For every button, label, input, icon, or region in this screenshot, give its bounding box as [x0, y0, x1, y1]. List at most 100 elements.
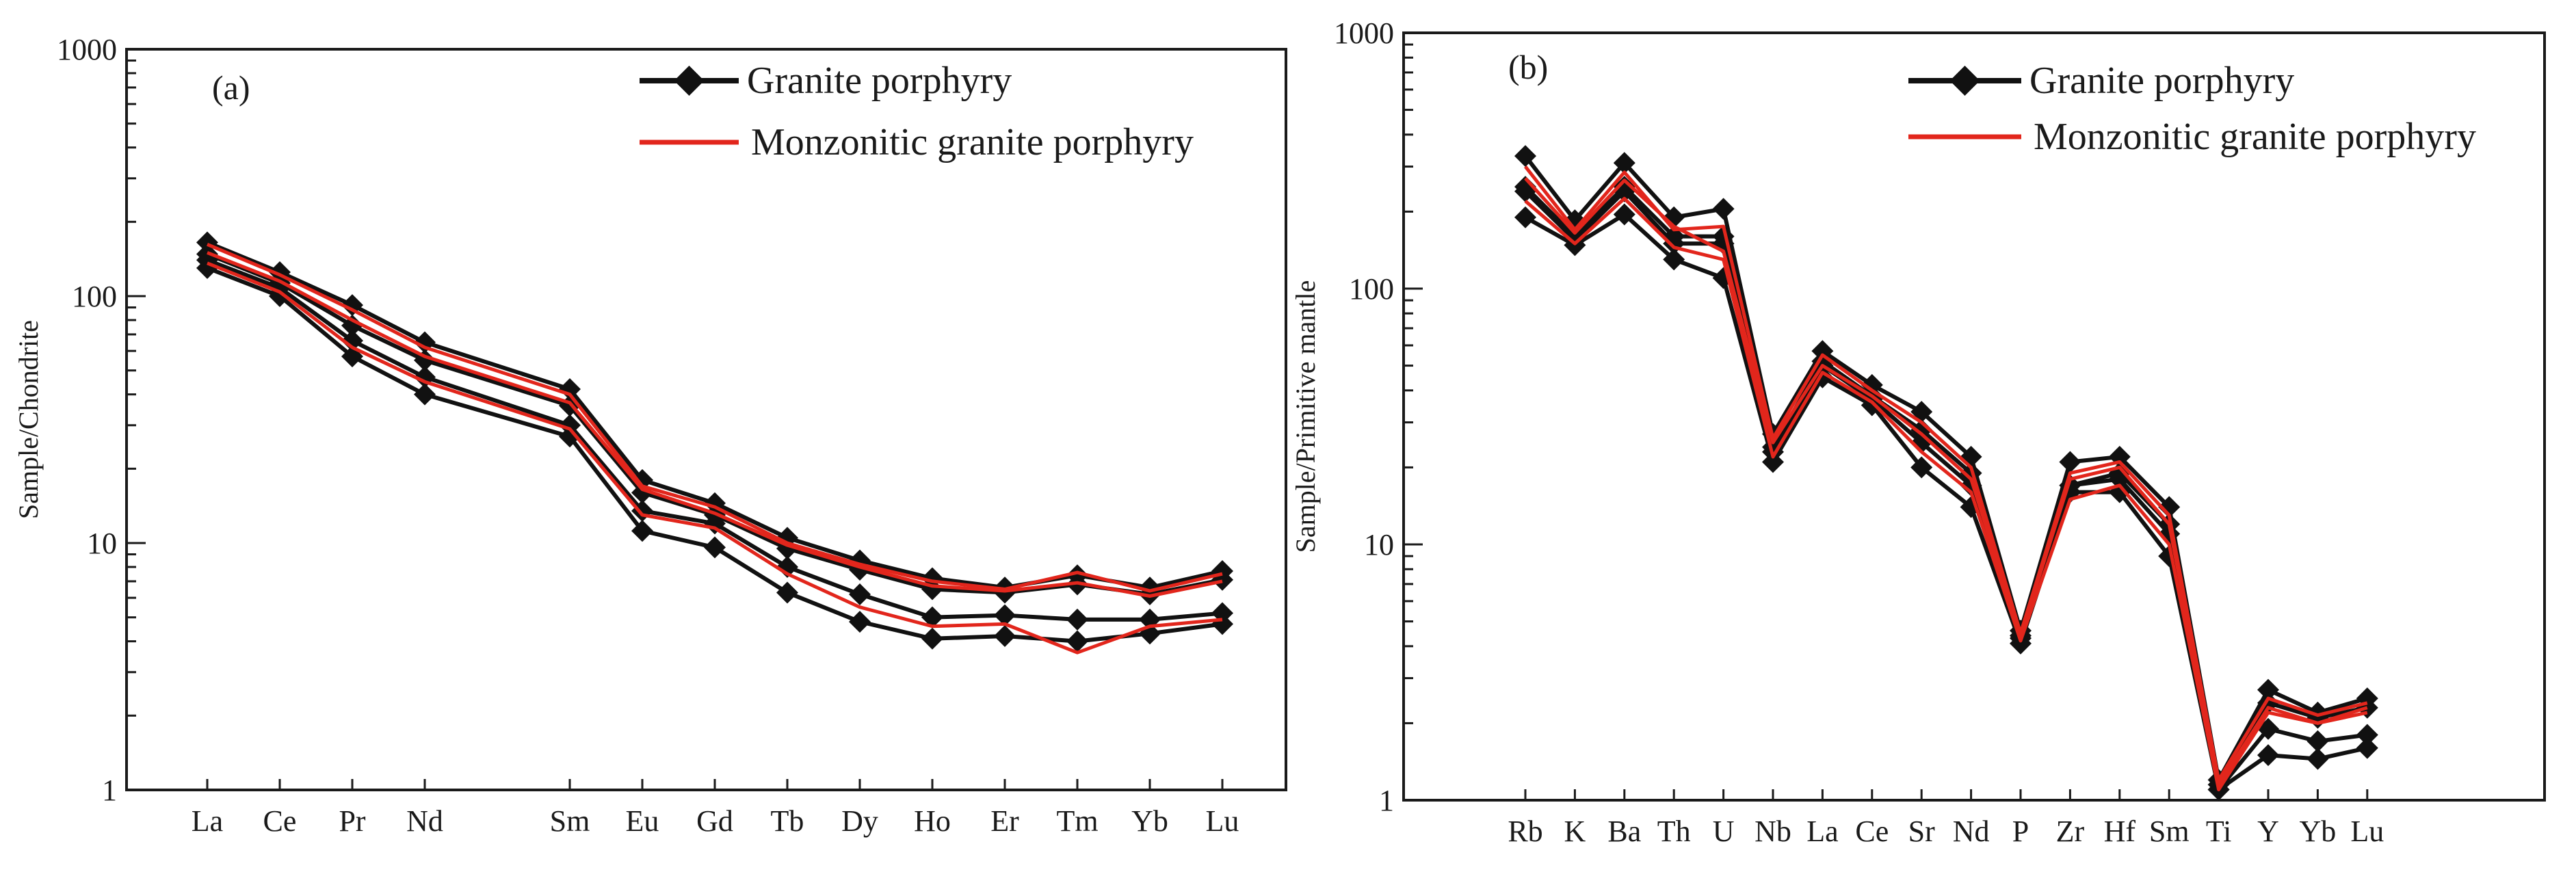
- x-category-label: Zr: [2056, 815, 2085, 848]
- x-category-label: Sm: [2149, 815, 2190, 848]
- legend-granite-marker: [674, 66, 705, 96]
- x-category-label: Lu: [1206, 804, 1239, 838]
- x-category-label: Nb: [1754, 815, 1791, 848]
- legend-granite-label: Granite porphyry: [747, 60, 1012, 102]
- granite-diamond-marker: [776, 581, 798, 604]
- x-category-label: Er: [990, 804, 1019, 838]
- x-category-label: Dy: [841, 804, 878, 838]
- granite-diamond-marker: [341, 330, 363, 352]
- x-category-label: Ce: [263, 804, 297, 838]
- granite-diamond-marker: [1514, 145, 1536, 168]
- x-category-label: Tm: [1056, 804, 1098, 838]
- monzonitic-series-line: [1524, 176, 2368, 787]
- granite-diamond-marker: [341, 294, 363, 317]
- x-category-label: Eu: [626, 804, 659, 838]
- x-category-label: Pr: [339, 804, 365, 838]
- y-axis-title: Sample/Chondrite: [13, 320, 44, 519]
- y-tick-label: 1: [1379, 784, 1394, 817]
- legend: Granite porphyry Monzonitic granite porph…: [1908, 60, 2476, 158]
- plot-frame: [1402, 31, 2546, 802]
- x-category-label: Tb: [771, 804, 804, 838]
- granite-diamond-marker: [921, 606, 943, 629]
- granite-diamond-marker: [341, 315, 363, 337]
- legend-monzonitic-label: Monzonitic granite porphyry: [751, 121, 1194, 163]
- legend-granite-label: Granite porphyry: [2029, 60, 2294, 102]
- panel-label: (a): [212, 68, 250, 107]
- granite-diamond-marker: [994, 625, 1016, 648]
- x-category-label: Y: [2257, 815, 2279, 848]
- granite-diamond-marker: [1066, 630, 1088, 652]
- y-tick-label: 1000: [57, 33, 117, 66]
- monzonitic-series-line: [207, 243, 1223, 593]
- plot-frame: [125, 48, 1287, 791]
- legend: Granite porphyry Monzonitic granite porph…: [640, 60, 1194, 163]
- granite-diamond-marker: [849, 611, 871, 633]
- monzonitic-series-line: [207, 261, 1223, 655]
- granite-diamond-marker: [704, 512, 726, 535]
- granite-diamond-marker: [2306, 748, 2329, 770]
- granite-diamond-marker: [2356, 737, 2378, 759]
- y-tick-label: 100: [1349, 272, 1394, 306]
- x-category-label: Ti: [2206, 815, 2232, 848]
- granite-diamond-marker: [2257, 744, 2279, 767]
- granite-diamond-marker: [2356, 724, 2378, 746]
- granite-diamond-marker: [559, 378, 581, 401]
- x-category-label: La: [1806, 815, 1838, 848]
- y-tick-label: 100: [72, 280, 117, 313]
- x-category-label: Gd: [696, 804, 733, 838]
- x-category-label: U: [1713, 815, 1735, 848]
- monzonitic-series-line: [207, 251, 1223, 598]
- granite-diamond-marker: [1910, 456, 1933, 479]
- x-category-label: Ce: [1855, 815, 1889, 848]
- granite-diamond-marker: [921, 627, 943, 650]
- x-category-label: Yb: [1131, 804, 1168, 838]
- granite-diamond-marker: [1066, 608, 1088, 631]
- granite-diamond-marker: [1514, 206, 1536, 228]
- granite-diamond-marker: [1613, 152, 1635, 174]
- legend-monzonitic-label: Monzonitic granite porphyry: [2034, 116, 2476, 158]
- y-tick-label: 1: [102, 774, 117, 807]
- y-tick-label: 1000: [1334, 16, 1394, 50]
- granite-diamond-marker: [849, 583, 871, 605]
- x-category-label: Nd: [406, 804, 443, 838]
- granite-diamond-marker: [1663, 248, 1685, 271]
- monzonitic-series-line: [1524, 196, 2368, 792]
- x-category-label: Yb: [2300, 815, 2337, 848]
- granite-diamond-marker: [2059, 451, 2081, 473]
- y-tick-label: 10: [1364, 528, 1394, 561]
- granite-diamond-marker: [1712, 198, 1735, 220]
- x-category-label: Sm: [550, 804, 590, 838]
- x-category-label: K: [1564, 815, 1586, 848]
- x-category-label: Hf: [2104, 815, 2136, 848]
- granite-diamond-marker: [704, 536, 726, 559]
- granite-diamond-marker: [631, 520, 653, 542]
- granite-diamond-marker: [1613, 203, 1635, 226]
- panel-b-primitive-mantle-chart: 1 10 100 1000 Sample/Primitive mantle Rb K Ba Th…: [1290, 16, 2546, 848]
- panel-a-chondrite-ree-chart: 1 10 100 1000 Sample/Chondrite La Ce Pr Nd Sm Eu Gd…: [13, 33, 1287, 838]
- x-category-label: La: [192, 804, 223, 838]
- granite-diamond-marker: [341, 345, 363, 368]
- granite-series-line: [206, 266, 1223, 644]
- x-category-label: Sr: [1908, 815, 1935, 848]
- granite-diamond-marker: [559, 414, 581, 436]
- granite-diamond-marker: [994, 604, 1016, 626]
- y-axis-title: Sample/Primitive mantle: [1290, 280, 1321, 553]
- y-tick-label: 10: [87, 527, 117, 560]
- granite-diamond-marker: [2257, 678, 2279, 701]
- x-category-label: Ho: [914, 804, 951, 838]
- granite-diamond-marker: [2306, 730, 2329, 752]
- x-category-label: Th: [1657, 815, 1691, 848]
- x-category-label: Lu: [2350, 815, 2384, 848]
- legend-granite-marker: [1949, 66, 1980, 96]
- x-category-label: Ba: [1607, 815, 1641, 848]
- granite-diamond-marker: [1564, 228, 1586, 251]
- granite-series-line: [1524, 212, 2368, 792]
- granite-diamond-marker: [2158, 496, 2181, 518]
- granite-series-line: [1523, 155, 2368, 782]
- granite-series-line: [1523, 189, 2368, 792]
- granite-diamond-marker: [559, 425, 581, 448]
- granite-series-line: [206, 240, 1223, 590]
- granite-diamond-marker: [196, 256, 218, 279]
- granite-diamond-marker: [414, 383, 436, 406]
